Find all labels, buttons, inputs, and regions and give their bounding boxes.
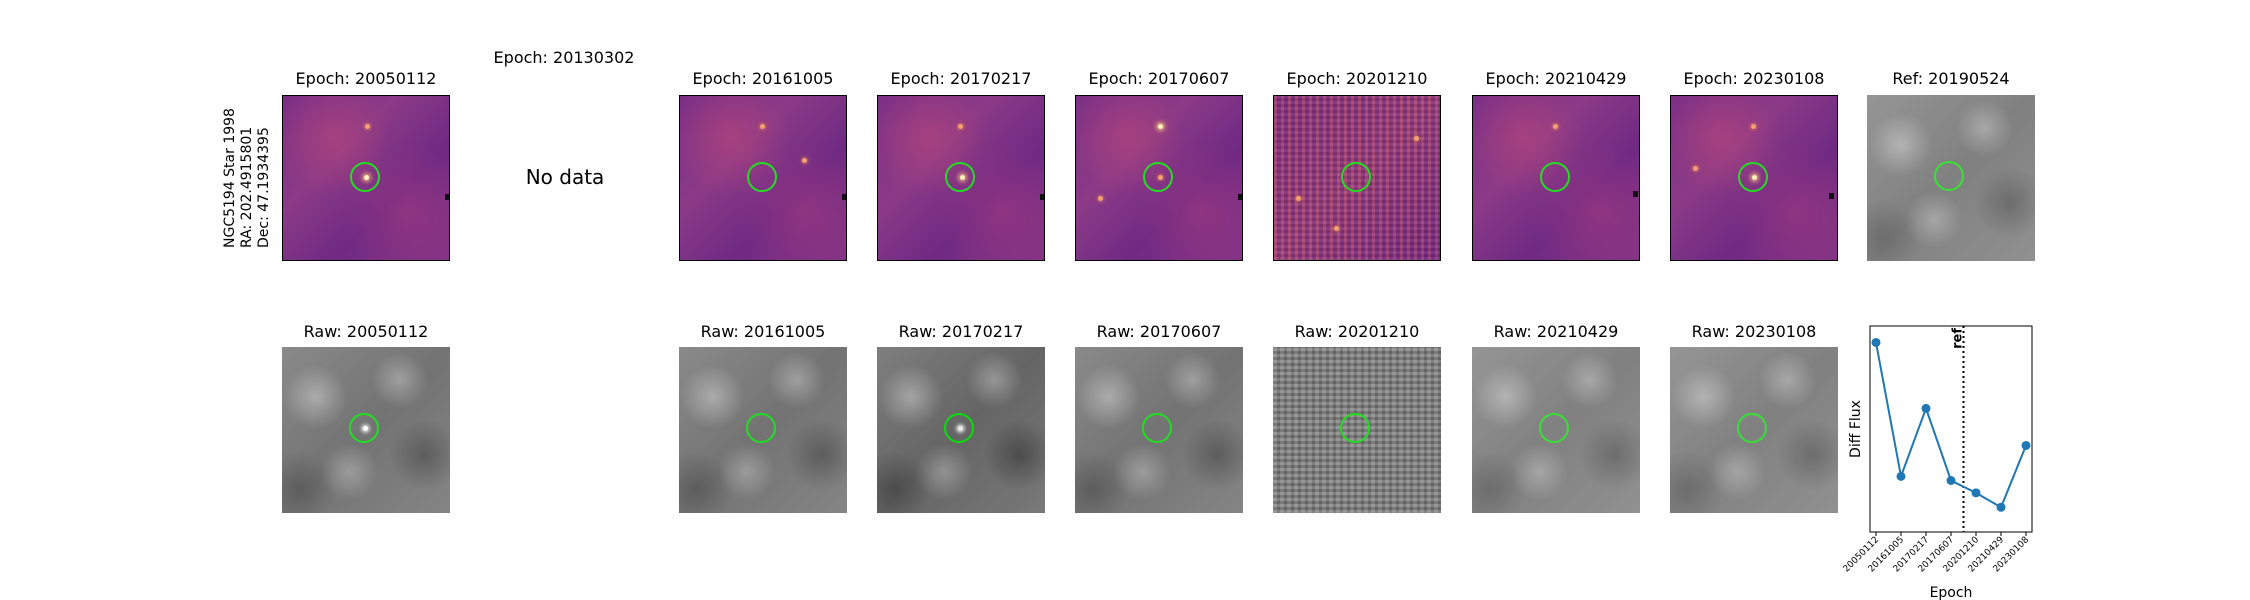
reference-label: ref — [1951, 328, 1966, 349]
field-star — [760, 124, 765, 129]
data-point — [1996, 502, 2006, 512]
target-circle — [944, 413, 974, 443]
field-star — [1098, 196, 1103, 201]
diff-title-2: Epoch: 20161005 — [692, 69, 834, 88]
target-circle — [945, 162, 975, 192]
diff-image-1 — [282, 95, 450, 261]
target-circle — [1341, 162, 1371, 192]
target-circle — [1539, 413, 1569, 443]
diff-title-3: Epoch: 20170217 — [890, 69, 1032, 88]
diff-image-5 — [1273, 95, 1441, 261]
field-star — [1751, 124, 1756, 129]
raw-title-4: Raw: 20170607 — [1096, 322, 1222, 341]
data-point — [1871, 337, 1881, 347]
raw-image-5 — [1273, 347, 1441, 513]
x-axis-label: Epoch — [1930, 585, 1973, 600]
edge-artifact — [842, 194, 846, 200]
target-circle — [746, 413, 776, 443]
diff-image-6 — [1472, 95, 1640, 261]
data-point — [1921, 403, 1931, 413]
y-axis-label: Diff Flux — [1848, 400, 1864, 458]
diff-title-missing: Epoch: 20130302 — [493, 48, 635, 67]
diff-title-6: Epoch: 20210429 — [1485, 69, 1627, 88]
diff-flux-lightcurve: Diff Flux Epoch ref200501122016100520170… — [1842, 325, 2033, 600]
target-circle — [349, 413, 379, 443]
edge-artifact — [1829, 193, 1834, 199]
diff-title-7: Epoch: 20230108 — [1683, 69, 1825, 88]
field-star — [802, 158, 807, 163]
field-star — [958, 124, 963, 129]
diff-image-3 — [877, 95, 1045, 261]
star-name: NGC5194 Star 1998 — [222, 108, 238, 248]
data-point — [1971, 488, 1981, 498]
target-circle — [1143, 162, 1173, 192]
raw-image-6 — [1472, 347, 1640, 513]
diff-title-1: Epoch: 20050112 — [295, 69, 437, 88]
no-data-label: No data — [525, 165, 605, 189]
target-circle — [1934, 161, 1964, 191]
target-circle — [747, 162, 777, 192]
field-star — [1296, 196, 1301, 201]
field-star — [1414, 136, 1419, 141]
raw-title-1: Raw: 20050112 — [303, 322, 429, 341]
diff-image-2 — [679, 95, 847, 261]
edge-artifact — [1633, 191, 1638, 197]
field-star — [365, 124, 370, 129]
field-star — [1693, 166, 1698, 171]
raw-image-1 — [282, 347, 450, 513]
diff-image-4 — [1075, 95, 1243, 261]
raw-image-4 — [1075, 347, 1243, 513]
target-circle — [1738, 162, 1768, 192]
raw-title-6: Raw: 20210429 — [1493, 322, 1619, 341]
raw-title-3: Raw: 20170217 — [898, 322, 1024, 341]
field-star — [1158, 124, 1163, 129]
ra-coordinate: RA: 202.4915801 — [239, 126, 255, 248]
raw-title-7: Raw: 20230108 — [1691, 322, 1817, 341]
target-circle — [350, 162, 380, 192]
dec-coordinate: Dec: 47.1934395 — [256, 127, 272, 248]
edge-artifact — [1238, 194, 1242, 200]
field-star — [1334, 226, 1339, 231]
raw-image-2 — [679, 347, 847, 513]
data-point — [2021, 440, 2031, 450]
reference-image — [1867, 95, 2035, 261]
target-circle — [1340, 413, 1370, 443]
raw-title-2: Raw: 20161005 — [700, 322, 826, 341]
plot-frame — [1869, 325, 2033, 533]
field-star — [1553, 124, 1558, 129]
target-circle — [1540, 162, 1570, 192]
edge-artifact — [445, 194, 449, 200]
raw-image-7 — [1670, 347, 1838, 513]
data-point — [1896, 471, 1906, 481]
ref-title: Ref: 20190524 — [1892, 69, 2010, 88]
target-info-label: NGC5194 Star 1998 RA: 202.4915801 Dec: 4… — [222, 108, 272, 248]
raw-image-3 — [877, 347, 1045, 513]
diff-title-5: Epoch: 20201210 — [1286, 69, 1428, 88]
data-point — [1946, 476, 1956, 485]
diff-image-7 — [1670, 95, 1838, 261]
diff-title-4: Epoch: 20170607 — [1088, 69, 1230, 88]
target-circle — [1142, 413, 1172, 443]
edge-artifact — [1040, 194, 1044, 200]
raw-title-5: Raw: 20201210 — [1294, 322, 1420, 341]
target-circle — [1737, 413, 1767, 443]
